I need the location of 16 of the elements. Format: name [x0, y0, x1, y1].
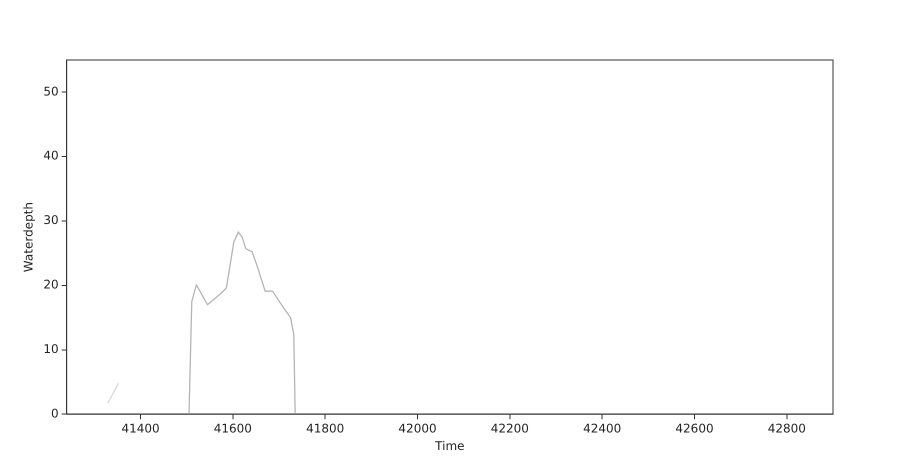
x-tick-label: 41600	[214, 422, 252, 436]
y-axis-title: Waterdepth	[21, 202, 36, 272]
x-tick-label: 41400	[121, 422, 160, 436]
y-tick-label: 10	[43, 342, 59, 356]
y-tick-label: 50	[43, 84, 59, 98]
y-tick-label: 40	[43, 148, 59, 163]
x-tick-label: 42200	[490, 422, 529, 436]
x-tick-label: 42000	[398, 422, 437, 436]
x-tick-label: 42800	[768, 422, 806, 436]
x-tick-label: 41800	[306, 422, 344, 436]
x-axis-title: Time	[434, 438, 465, 453]
x-tick-label: 42400	[583, 422, 622, 436]
y-tick-label: 20	[43, 278, 59, 292]
y-tick-label: 0	[51, 406, 59, 420]
x-tick-label: 42600	[675, 422, 714, 436]
y-tick-label: 30	[43, 213, 59, 228]
